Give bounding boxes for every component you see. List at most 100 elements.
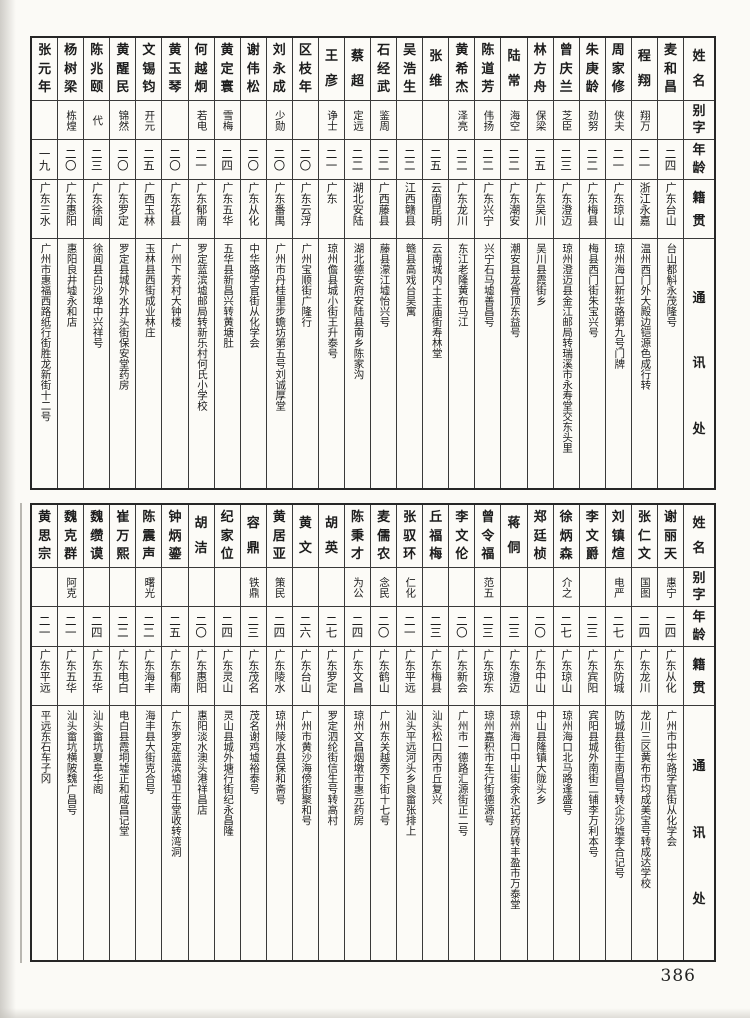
name-cell-text: 陈兆颐 <box>90 42 104 96</box>
name-cell-text: 文锡钧 <box>142 42 156 96</box>
name-cell-text: 黄思宗 <box>38 509 52 563</box>
name-cell-text: 黄定寰 <box>220 42 234 96</box>
alias-cell: 翔万 <box>631 101 657 140</box>
entry-column: 区枝年二〇 广东云浮 广州宝顺街广隆行 <box>291 38 318 488</box>
age-cell: 二二 <box>501 140 527 180</box>
alias-cell: 策民 <box>266 568 292 607</box>
age-cell-text: 二二 <box>454 148 469 171</box>
address-cell: 广州市丹桂里步蟾坊第五号刘诚厚堂 <box>267 239 292 488</box>
name-cell: 魏缵谟 <box>84 505 110 568</box>
origin-cell-text: 广东文昌 <box>351 649 365 693</box>
address-cell-text: 灵山县城外塘行街纪永昌隆 <box>222 710 235 836</box>
alias-cell-text: 范五 <box>482 576 495 598</box>
origin-cell-text: 广东灵山 <box>220 649 234 693</box>
origin-cell-text: 广东龙川 <box>455 182 469 226</box>
origin-cell: 广东龙川 <box>631 647 657 706</box>
address-cell: 琼州澄迈县金江邮局转瑞溪市永寿堂交东头里 <box>554 239 579 488</box>
name-cell-text: 钟炳鎏 <box>168 509 182 563</box>
age-cell-text: 二二 <box>141 615 156 638</box>
name-cell: 麦儒农 <box>371 505 397 568</box>
header-alias-label: 别字 <box>692 571 706 603</box>
address-cell: 湖北德安府安陆县南乡陈家沟 <box>345 239 370 488</box>
name-cell: 黄定寰 <box>214 38 240 101</box>
origin-cell: 广东梅县 <box>579 180 605 239</box>
entry-column: 魏缵谟二四 广东五华 汕头畲坑夏阜华阁 <box>83 505 110 960</box>
origin-cell: 广东电白 <box>110 647 136 706</box>
age-cell-text: 二四 <box>637 615 652 638</box>
origin-cell-text: 广东电白 <box>116 649 130 693</box>
address-cell: 琼州海口中山街余永记药房转丰盈市万泰堂 <box>501 706 526 960</box>
origin-cell: 广东梅县 <box>423 647 449 706</box>
address-cell-text: 防城县街王南昌号转企沙墟李合记号 <box>613 710 626 878</box>
age-cell: 二〇 <box>527 607 553 647</box>
alias-cell-text: 诤士 <box>325 109 338 131</box>
age-cell: 二三 <box>240 607 266 647</box>
name-cell: 陈道芳 <box>475 38 501 101</box>
age-cell-text: 二七 <box>611 615 626 638</box>
address-cell-text: 广州宝顺街广隆行 <box>300 243 313 327</box>
address-cell-text: 广东罗定蓝滨墟卫生堂收转湾洞 <box>169 710 182 857</box>
origin-cell: 广东吴川 <box>527 180 553 239</box>
name-cell: 吴浩生 <box>397 38 423 101</box>
origin-cell-text: 浙江永嘉 <box>638 182 652 226</box>
address-cell-text: 汕头平远河头乡良畲张排上 <box>404 710 417 836</box>
age-cell-text: 二五 <box>428 148 443 171</box>
address-cell-text: 玉林县西街成业林庄 <box>143 243 156 338</box>
name-cell-text: 丘福梅 <box>429 509 443 563</box>
name-cell-text: 程翔 <box>637 49 651 89</box>
age-cell: 二四 <box>631 607 657 647</box>
name-cell: 李文爵 <box>579 505 605 568</box>
age-cell: 二〇 <box>58 140 84 180</box>
address-cell: 广东罗定蓝滨墟卫生堂收转湾洞 <box>162 706 187 960</box>
address-cell-text: 琼州海口新华路第九号门牌 <box>613 243 626 369</box>
entry-column: 黄醒民锦然 二〇 广东罗定 罗定县城外水井头街保安堂药房 <box>109 38 136 488</box>
alias-cell <box>318 568 344 607</box>
age-cell-text: 二三 <box>89 148 104 171</box>
header-age-cell: 年龄 <box>684 607 714 647</box>
name-cell-text: 谢伟松 <box>246 42 260 96</box>
entry-column: 丘福梅二三 广东梅县 汕头松口丙市丘复兴 <box>422 505 449 960</box>
address-cell-text: 茂名谢鸡墟裕泰号 <box>248 710 261 794</box>
origin-cell: 广东花县 <box>162 180 188 239</box>
age-cell: 二七 <box>318 607 344 647</box>
header-column: 姓名 别字 年龄 籍贯 通讯处 <box>683 505 714 960</box>
address-cell: 广州市中华路学官街从化学会 <box>658 706 683 960</box>
name-cell: 区枝年 <box>292 38 318 101</box>
name-cell: 陈秉才 <box>344 505 371 568</box>
name-cell: 张驭环 <box>397 505 423 568</box>
origin-cell-text: 广东罗定 <box>325 649 339 693</box>
origin-cell-text: 云南昆明 <box>429 182 443 226</box>
origin-cell-text: 广东兴宁 <box>481 182 495 226</box>
origin-cell: 广西藤县 <box>371 180 397 239</box>
age-cell: 二〇 <box>162 140 188 180</box>
address-cell-text: 广州市中华路学官街从化学会 <box>665 710 678 847</box>
entry-column: 林方舟保梁 二五 广东吴川 吴川县霞街乡 <box>526 38 553 488</box>
alias-cell: 开元 <box>136 101 162 140</box>
origin-cell: 广东五华 <box>58 647 84 706</box>
origin-cell: 广东中山 <box>527 647 553 706</box>
name-cell: 王彦 <box>318 38 344 101</box>
address-cell-text: 海丰县大街克合号 <box>143 710 156 794</box>
age-cell: 二二 <box>344 140 371 180</box>
entry-column: 黄定寰雪梅 二四 广东五华 五华县新昌兴转黄塘肚 <box>213 38 240 488</box>
age-cell: 二二 <box>136 607 162 647</box>
name-cell: 周家修 <box>605 38 631 101</box>
alias-cell <box>527 568 553 607</box>
entry-column: 谢丽天惠宁 二四 广东从化 广州市中华路学官街从化学会 <box>656 505 683 960</box>
age-cell: 二〇 <box>449 607 475 647</box>
age-cell: 二七 <box>605 607 631 647</box>
origin-cell: 广东澄迈 <box>501 647 527 706</box>
origin-cell-text: 湖北安陆 <box>351 182 365 226</box>
age-cell: 二〇 <box>292 140 318 180</box>
address-cell: 汕头畲坑横陂魏广昌号 <box>58 706 83 960</box>
address-cell: 广州市黄沙海傍街聚和号 <box>293 706 318 960</box>
name-cell: 曾令福 <box>475 505 501 568</box>
address-cell-text: 广州下芳村大钟楼 <box>169 243 182 327</box>
age-cell-text: 二四 <box>220 148 235 171</box>
address-cell-text: 台山都斛永茂隆号 <box>665 243 678 327</box>
name-cell-text: 刘镇煊 <box>611 509 625 563</box>
name-cell-text: 黄文 <box>298 516 312 556</box>
name-cell: 陈兆颐 <box>84 38 110 101</box>
alias-cell: 鉴周 <box>371 101 397 140</box>
entry-column: 胡洁二〇 广东惠阳 惠阳淡水澳头港祥昌店 <box>187 505 214 960</box>
